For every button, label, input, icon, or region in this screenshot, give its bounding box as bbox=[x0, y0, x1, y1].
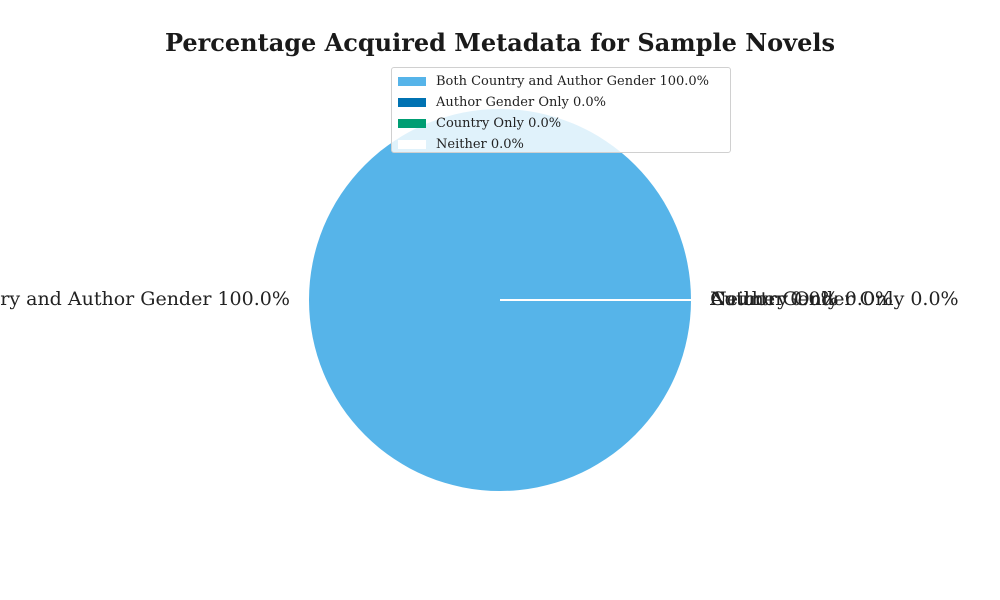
pie-slices bbox=[309, 109, 691, 491]
legend-swatch-country bbox=[398, 119, 426, 128]
legend-item: Country Only 0.0% bbox=[398, 113, 724, 134]
legend-label-country: Country Only 0.0% bbox=[436, 116, 562, 131]
legend-label-neither: Neither 0.0% bbox=[436, 137, 524, 152]
legend-label-both: Both Country and Author Gender 100.0% bbox=[436, 74, 710, 89]
legend-swatch-neither bbox=[398, 140, 426, 149]
pie-labels: Both Country and Author Gender 100.0% Aut… bbox=[0, 288, 959, 310]
legend-swatch-author-gender bbox=[398, 98, 426, 107]
chart-title: Percentage Acquired Metadata for Sample … bbox=[164, 28, 836, 57]
pie-label-2: Country Only 0.0% bbox=[710, 288, 893, 310]
legend: Both Country and Author Gender 100.0% Au… bbox=[391, 67, 731, 153]
legend-item: Author Gender Only 0.0% bbox=[398, 92, 724, 113]
legend-swatch-both bbox=[398, 77, 426, 86]
legend-label-author-gender: Author Gender Only 0.0% bbox=[436, 95, 607, 110]
pie-label-0: Both Country and Author Gender 100.0% bbox=[0, 288, 290, 310]
pie-label-3: Neither 0.0% bbox=[710, 288, 838, 310]
legend-item: Neither 0.0% bbox=[398, 134, 724, 155]
pie-label-1: Author Gender Only 0.0% bbox=[709, 288, 959, 310]
legend-item: Both Country and Author Gender 100.0% bbox=[398, 71, 724, 92]
